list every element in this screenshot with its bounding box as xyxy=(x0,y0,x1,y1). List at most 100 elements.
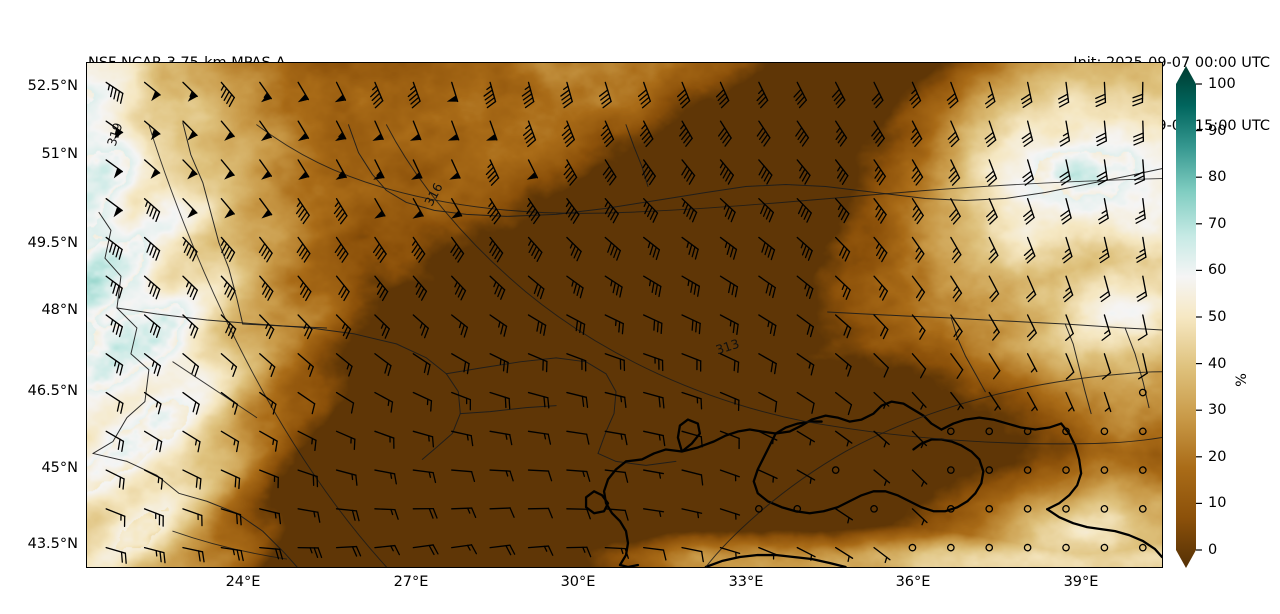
wind-barb xyxy=(451,469,476,483)
wind-barb xyxy=(758,430,778,445)
map-line xyxy=(676,418,702,453)
wind-barb xyxy=(374,508,399,520)
map-line xyxy=(625,124,649,188)
wind-barb xyxy=(950,353,964,379)
colorbar-unit-label: % xyxy=(1234,373,1250,387)
wind-barb xyxy=(681,469,704,486)
wind-barb xyxy=(681,198,698,223)
colorbar[interactable]: % 0 10 20 30 40 50 60 70 80 90 100 xyxy=(1172,62,1280,572)
map-line xyxy=(172,361,258,419)
wind-barb xyxy=(374,544,400,556)
wind-barb xyxy=(143,159,161,179)
wind-barb xyxy=(719,430,740,450)
lat-tick-label: 52.5°N xyxy=(27,78,78,94)
wind-barb xyxy=(486,120,498,141)
wind-barb xyxy=(489,544,516,556)
wind-barb xyxy=(946,543,955,552)
map-line xyxy=(624,400,943,463)
wind-barb xyxy=(182,469,202,490)
wind-barb xyxy=(335,430,356,451)
map-line xyxy=(1064,323,1092,415)
lat-tick-label: 48°N xyxy=(41,302,78,318)
wind-barb xyxy=(715,81,730,109)
wind-barb xyxy=(1065,353,1075,380)
wind-barb xyxy=(373,159,385,180)
wind-barb xyxy=(1103,391,1112,413)
wind-barb xyxy=(412,198,424,219)
wind-barb xyxy=(1099,275,1111,303)
wind-barb xyxy=(296,236,311,263)
wind-barb xyxy=(1138,353,1148,380)
wind-barb xyxy=(1059,120,1071,147)
wind-barb xyxy=(681,391,703,410)
wind-barb xyxy=(489,469,514,482)
wind-barb xyxy=(1098,198,1109,225)
wind-barb xyxy=(948,159,961,186)
wind-barb xyxy=(297,391,316,415)
wind-barb xyxy=(143,469,164,490)
wind-barb xyxy=(831,81,846,109)
wind-barb xyxy=(105,236,123,260)
wind-barb xyxy=(679,120,693,147)
map-plot-area[interactable]: 319 316 313 xyxy=(86,62,1163,568)
wind-barb xyxy=(834,508,854,524)
wind-barb xyxy=(259,81,272,103)
wind-barb xyxy=(1096,159,1108,186)
map-line xyxy=(348,124,1162,217)
wind-barb xyxy=(1100,505,1109,513)
wind-barb xyxy=(143,353,162,377)
wind-barb xyxy=(604,430,628,446)
wind-barb xyxy=(946,427,955,436)
colorbar-tick-label: 0 xyxy=(1208,542,1218,558)
wind-barb xyxy=(105,275,123,299)
wind-barb xyxy=(643,430,666,447)
wind-barb xyxy=(681,159,696,185)
wind-barb xyxy=(643,391,665,409)
wind-barb xyxy=(412,353,431,376)
wind-barb xyxy=(489,507,515,518)
wind-barb xyxy=(1138,505,1147,513)
wind-barb xyxy=(259,198,273,219)
wind-barb xyxy=(834,120,848,147)
lon-tick-label: 30°E xyxy=(560,574,596,590)
relative-humidity-field xyxy=(87,63,1162,567)
colorbar-tick-label: 70 xyxy=(1208,215,1227,232)
wind-barb xyxy=(758,353,777,375)
lon-tick-label: 33°E xyxy=(728,574,764,590)
wind-barb xyxy=(873,159,886,186)
wind-barb xyxy=(447,120,460,141)
wind-barb xyxy=(755,505,763,513)
wind-barb xyxy=(527,391,550,409)
wind-barb xyxy=(521,81,535,109)
wind-barb xyxy=(182,198,198,219)
map-line xyxy=(256,124,1162,214)
wind-barb xyxy=(143,236,161,261)
wind-barb xyxy=(1062,275,1074,303)
wind-barb xyxy=(451,275,467,301)
map-line xyxy=(459,405,557,415)
wind-barb xyxy=(681,314,701,335)
wind-barb xyxy=(873,353,889,378)
wind-barb xyxy=(563,159,578,186)
map-line xyxy=(182,122,244,325)
wind-barb xyxy=(911,275,926,302)
wind-barb xyxy=(143,198,161,223)
wind-barb xyxy=(527,507,553,519)
wind-barb xyxy=(483,81,497,109)
wind-barb xyxy=(220,236,236,263)
map-line xyxy=(1046,508,1162,559)
wind-barb xyxy=(105,430,125,452)
lon-tick-label: 27°E xyxy=(393,574,429,590)
wind-barb xyxy=(527,314,547,336)
wind-barb xyxy=(374,275,389,302)
lat-tick-label: 45°N xyxy=(41,460,78,476)
wind-barb xyxy=(643,198,659,223)
wind-barb xyxy=(220,430,240,453)
map-line xyxy=(385,124,1162,445)
wind-barb xyxy=(908,543,917,552)
wind-barb xyxy=(1100,466,1109,474)
wind-barb xyxy=(793,81,808,109)
map-line xyxy=(92,452,298,567)
map-line xyxy=(602,460,630,567)
wind-barb xyxy=(220,314,237,339)
